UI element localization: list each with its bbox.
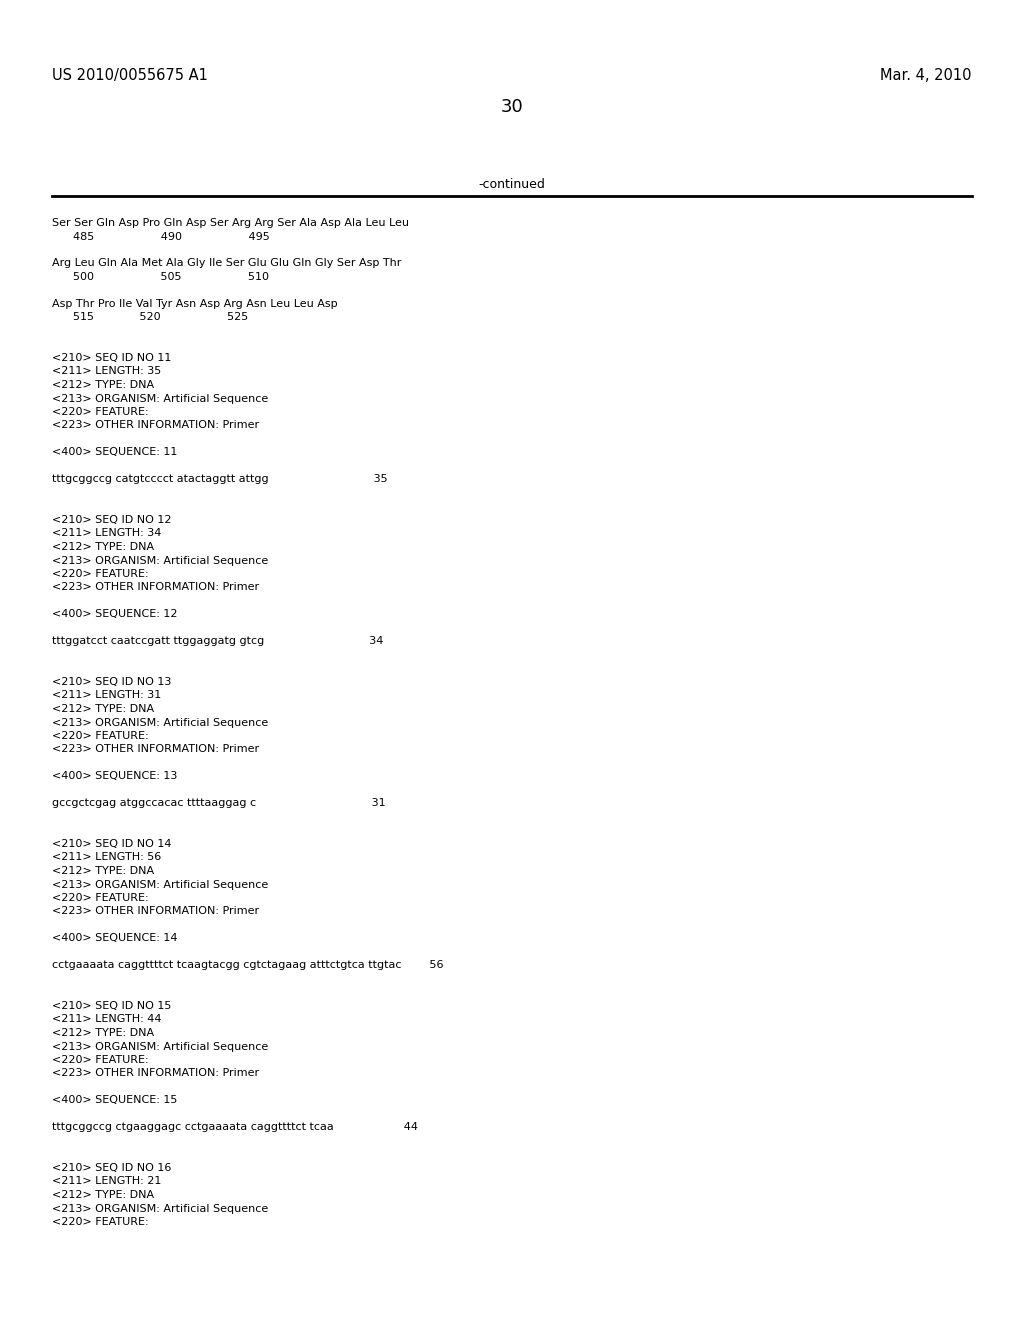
Text: <220> FEATURE:: <220> FEATURE:: [52, 894, 148, 903]
Text: <223> OTHER INFORMATION: Primer: <223> OTHER INFORMATION: Primer: [52, 1068, 259, 1078]
Text: tttgcggccg ctgaaggagc cctgaaaata caggttttct tcaa                    44: tttgcggccg ctgaaggagc cctgaaaata caggttt…: [52, 1122, 418, 1133]
Text: <220> FEATURE:: <220> FEATURE:: [52, 407, 148, 417]
Text: Arg Leu Gln Ala Met Ala Gly Ile Ser Glu Glu Gln Gly Ser Asp Thr: Arg Leu Gln Ala Met Ala Gly Ile Ser Glu …: [52, 259, 401, 268]
Text: <213> ORGANISM: Artificial Sequence: <213> ORGANISM: Artificial Sequence: [52, 879, 268, 890]
Text: -continued: -continued: [478, 178, 546, 191]
Text: <223> OTHER INFORMATION: Primer: <223> OTHER INFORMATION: Primer: [52, 421, 259, 430]
Text: <210> SEQ ID NO 14: <210> SEQ ID NO 14: [52, 840, 171, 849]
Text: <220> FEATURE:: <220> FEATURE:: [52, 1055, 148, 1065]
Text: <220> FEATURE:: <220> FEATURE:: [52, 569, 148, 579]
Text: <211> LENGTH: 44: <211> LENGTH: 44: [52, 1015, 162, 1024]
Text: gccgctcgag atggccacac ttttaaggag c                                 31: gccgctcgag atggccacac ttttaaggag c 31: [52, 799, 386, 808]
Text: <213> ORGANISM: Artificial Sequence: <213> ORGANISM: Artificial Sequence: [52, 1041, 268, 1052]
Text: <210> SEQ ID NO 11: <210> SEQ ID NO 11: [52, 352, 171, 363]
Text: tttgcggccg catgtcccct atactaggtt attgg                              35: tttgcggccg catgtcccct atactaggtt attgg 3…: [52, 474, 388, 484]
Text: <210> SEQ ID NO 13: <210> SEQ ID NO 13: [52, 677, 171, 686]
Text: <400> SEQUENCE: 15: <400> SEQUENCE: 15: [52, 1096, 177, 1106]
Text: <212> TYPE: DNA: <212> TYPE: DNA: [52, 543, 155, 552]
Text: <213> ORGANISM: Artificial Sequence: <213> ORGANISM: Artificial Sequence: [52, 393, 268, 404]
Text: US 2010/0055675 A1: US 2010/0055675 A1: [52, 69, 208, 83]
Text: <212> TYPE: DNA: <212> TYPE: DNA: [52, 1028, 155, 1038]
Text: <223> OTHER INFORMATION: Primer: <223> OTHER INFORMATION: Primer: [52, 907, 259, 916]
Text: <220> FEATURE:: <220> FEATURE:: [52, 731, 148, 741]
Text: <212> TYPE: DNA: <212> TYPE: DNA: [52, 704, 155, 714]
Text: <400> SEQUENCE: 14: <400> SEQUENCE: 14: [52, 933, 177, 944]
Text: <211> LENGTH: 31: <211> LENGTH: 31: [52, 690, 161, 701]
Text: 30: 30: [501, 98, 523, 116]
Text: <211> LENGTH: 21: <211> LENGTH: 21: [52, 1176, 162, 1187]
Text: <211> LENGTH: 34: <211> LENGTH: 34: [52, 528, 162, 539]
Text: <211> LENGTH: 56: <211> LENGTH: 56: [52, 853, 161, 862]
Text: <210> SEQ ID NO 15: <210> SEQ ID NO 15: [52, 1001, 171, 1011]
Text: <210> SEQ ID NO 12: <210> SEQ ID NO 12: [52, 515, 171, 525]
Text: cctgaaaata caggttttct tcaagtacgg cgtctagaag atttctgtca ttgtac        56: cctgaaaata caggttttct tcaagtacgg cgtctag…: [52, 961, 443, 970]
Text: <213> ORGANISM: Artificial Sequence: <213> ORGANISM: Artificial Sequence: [52, 718, 268, 727]
Text: <223> OTHER INFORMATION: Primer: <223> OTHER INFORMATION: Primer: [52, 582, 259, 593]
Text: Asp Thr Pro Ile Val Tyr Asn Asp Arg Asn Leu Leu Asp: Asp Thr Pro Ile Val Tyr Asn Asp Arg Asn …: [52, 300, 338, 309]
Text: <400> SEQUENCE: 12: <400> SEQUENCE: 12: [52, 610, 177, 619]
Text: <400> SEQUENCE: 11: <400> SEQUENCE: 11: [52, 447, 177, 458]
Text: Mar. 4, 2010: Mar. 4, 2010: [881, 69, 972, 83]
Text: Ser Ser Gln Asp Pro Gln Asp Ser Arg Arg Ser Ala Asp Ala Leu Leu: Ser Ser Gln Asp Pro Gln Asp Ser Arg Arg …: [52, 218, 409, 228]
Text: <212> TYPE: DNA: <212> TYPE: DNA: [52, 1191, 155, 1200]
Text: <210> SEQ ID NO 16: <210> SEQ ID NO 16: [52, 1163, 171, 1173]
Text: <400> SEQUENCE: 13: <400> SEQUENCE: 13: [52, 771, 177, 781]
Text: tttggatcct caatccgatt ttggaggatg gtcg                              34: tttggatcct caatccgatt ttggaggatg gtcg 34: [52, 636, 383, 647]
Text: <212> TYPE: DNA: <212> TYPE: DNA: [52, 866, 155, 876]
Text: <223> OTHER INFORMATION: Primer: <223> OTHER INFORMATION: Primer: [52, 744, 259, 755]
Text: <212> TYPE: DNA: <212> TYPE: DNA: [52, 380, 155, 389]
Text: 485                   490                   495: 485 490 495: [52, 231, 269, 242]
Text: <211> LENGTH: 35: <211> LENGTH: 35: [52, 367, 161, 376]
Text: <213> ORGANISM: Artificial Sequence: <213> ORGANISM: Artificial Sequence: [52, 556, 268, 565]
Text: <220> FEATURE:: <220> FEATURE:: [52, 1217, 148, 1228]
Text: <213> ORGANISM: Artificial Sequence: <213> ORGANISM: Artificial Sequence: [52, 1204, 268, 1213]
Text: 500                   505                   510: 500 505 510: [52, 272, 269, 282]
Text: 515             520                   525: 515 520 525: [52, 313, 248, 322]
